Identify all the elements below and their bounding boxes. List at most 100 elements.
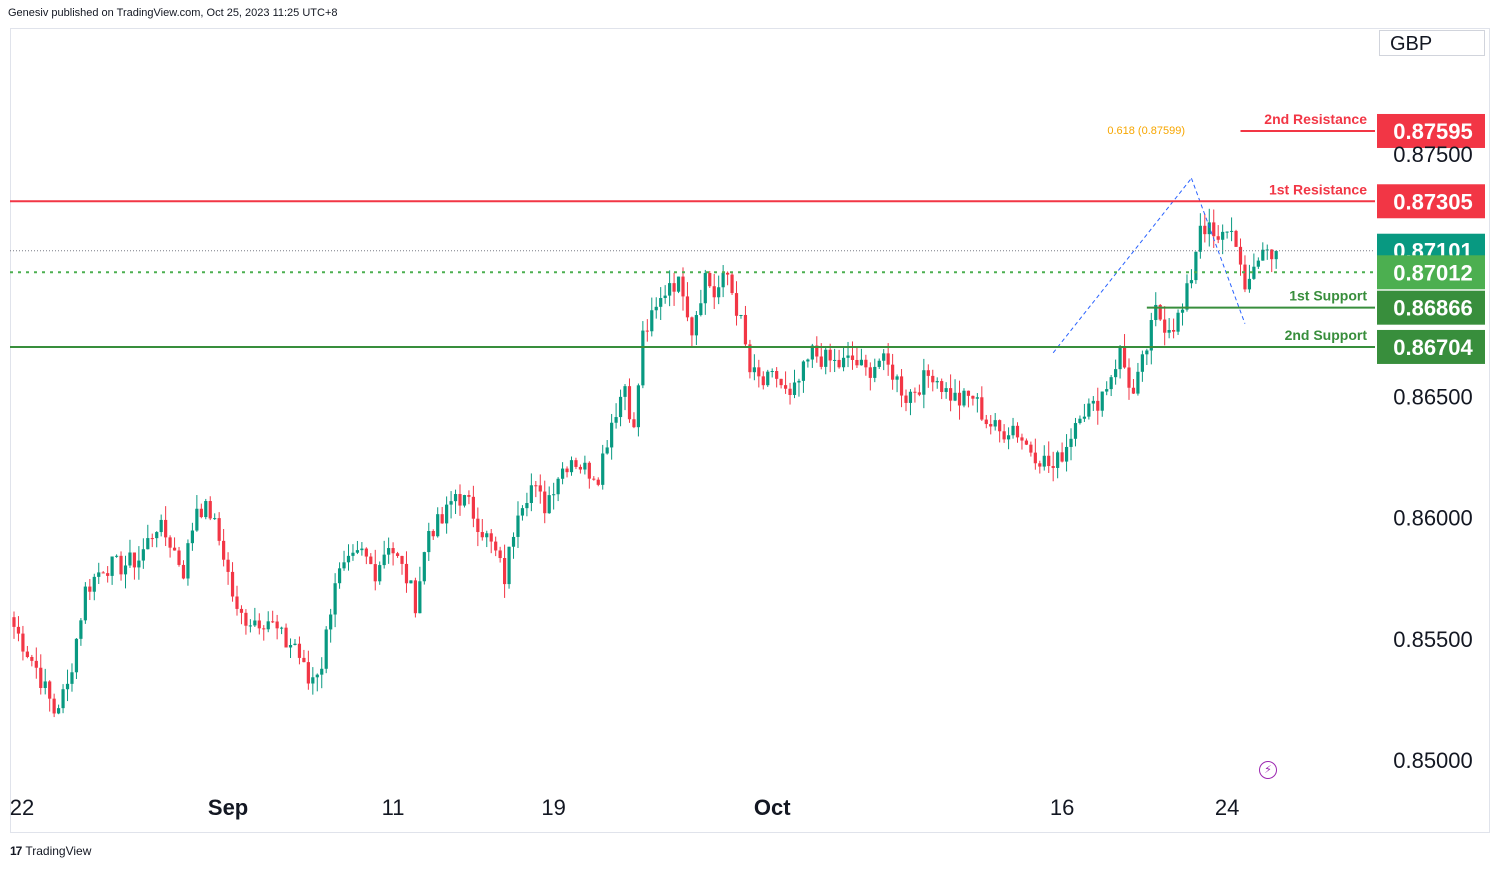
- candle-body: [52, 698, 56, 714]
- candle-body: [1109, 377, 1113, 390]
- candle-body: [989, 424, 993, 427]
- candle-body: [1158, 304, 1162, 320]
- y-tick-label: 0.86500: [1393, 384, 1473, 409]
- candle-body: [284, 627, 288, 648]
- candle-body: [458, 494, 462, 506]
- candle-body: [498, 550, 502, 559]
- candle-body: [34, 660, 38, 668]
- candle-body: [1033, 452, 1037, 464]
- candle-body: [311, 677, 315, 684]
- candle-body: [592, 478, 596, 480]
- candle-body: [828, 349, 832, 361]
- candle-body: [57, 708, 61, 714]
- candle-body: [953, 392, 957, 401]
- candle-body: [681, 276, 685, 297]
- candle-body: [297, 643, 302, 658]
- candle-body: [342, 562, 346, 569]
- candle-body: [195, 508, 199, 531]
- candle-body: [641, 330, 645, 386]
- candle-body: [587, 462, 591, 479]
- candle-body: [917, 392, 921, 395]
- x-tick-label: Sep: [208, 795, 248, 820]
- candle-body: [1216, 236, 1220, 240]
- candle-body: [235, 596, 239, 609]
- candle-body: [132, 552, 137, 568]
- candle-body: [74, 638, 79, 673]
- candle-body: [320, 668, 324, 675]
- candle-body: [204, 501, 208, 518]
- candle-body: [257, 620, 261, 629]
- candle-body: [882, 353, 886, 361]
- candle-body: [846, 355, 850, 358]
- candle-body: [146, 538, 150, 550]
- candle-body: [971, 395, 975, 399]
- candle-body: [12, 617, 16, 627]
- candle-body: [1087, 403, 1091, 417]
- price-tag-bg: [1377, 255, 1485, 290]
- candle-body: [511, 536, 516, 547]
- candle-body: [1100, 391, 1104, 411]
- candle-body: [636, 385, 640, 428]
- candle-body: [516, 515, 520, 537]
- candle-body: [873, 366, 877, 378]
- candle-body: [904, 395, 908, 403]
- candle-body: [743, 314, 748, 345]
- candle-body: [503, 558, 507, 585]
- candle-body: [1198, 225, 1202, 252]
- candle-body: [1252, 266, 1256, 279]
- y-tick-label: 0.87500: [1393, 142, 1473, 167]
- candle-body: [891, 364, 895, 380]
- candle-body: [552, 494, 556, 496]
- candle-body: [1229, 230, 1234, 232]
- candle-body: [476, 518, 480, 533]
- candle-body: [164, 519, 168, 538]
- candle-body: [1131, 387, 1136, 394]
- candle-body: [1011, 425, 1015, 436]
- candle-body: [998, 420, 1002, 432]
- candle-body: [1172, 329, 1176, 332]
- candle-body: [253, 620, 257, 626]
- candle-body: [574, 460, 578, 467]
- candle-body: [659, 298, 663, 307]
- candle-body: [360, 548, 364, 551]
- candle-body: [293, 643, 297, 645]
- candle-body: [895, 376, 899, 380]
- candle-body: [1127, 367, 1131, 388]
- candle-body: [556, 478, 560, 495]
- candle-body: [1047, 455, 1051, 467]
- candle-body: [841, 357, 846, 368]
- currency-selector[interactable]: GBP: [1379, 30, 1485, 56]
- candle-body: [605, 447, 609, 454]
- candle-body: [1029, 444, 1033, 453]
- lightning-icon[interactable]: ⚡: [1259, 761, 1277, 779]
- candle-body: [1042, 455, 1046, 467]
- candle-body: [101, 572, 105, 574]
- x-tick-label: 19: [541, 795, 565, 820]
- tradingview-logo[interactable]: 17 TradingView: [10, 844, 91, 858]
- candle-body: [1185, 283, 1189, 310]
- candle-body: [1122, 347, 1127, 368]
- candle-body: [966, 390, 971, 396]
- candle-body: [1096, 400, 1100, 411]
- candle-body: [159, 519, 163, 533]
- candle-body: [645, 330, 649, 332]
- candle-body: [1002, 431, 1006, 440]
- candle-body: [409, 580, 413, 584]
- chart-area[interactable]: [10, 28, 1490, 833]
- candle-body: [940, 381, 944, 392]
- candle-body: [333, 583, 337, 615]
- candle-body: [694, 315, 698, 336]
- candle-body: [1060, 452, 1064, 462]
- candle-body: [48, 681, 52, 699]
- price-tag-label: 0.87012: [1393, 260, 1473, 285]
- candle-body: [222, 540, 226, 560]
- candle-body: [623, 386, 627, 397]
- candle-body: [810, 345, 814, 360]
- candle-body: [819, 356, 823, 367]
- candle-body: [993, 420, 997, 427]
- y-tick-label: 0.85000: [1393, 748, 1473, 773]
- candle-body: [150, 538, 154, 540]
- candle-body: [668, 283, 672, 296]
- candle-body: [244, 612, 248, 626]
